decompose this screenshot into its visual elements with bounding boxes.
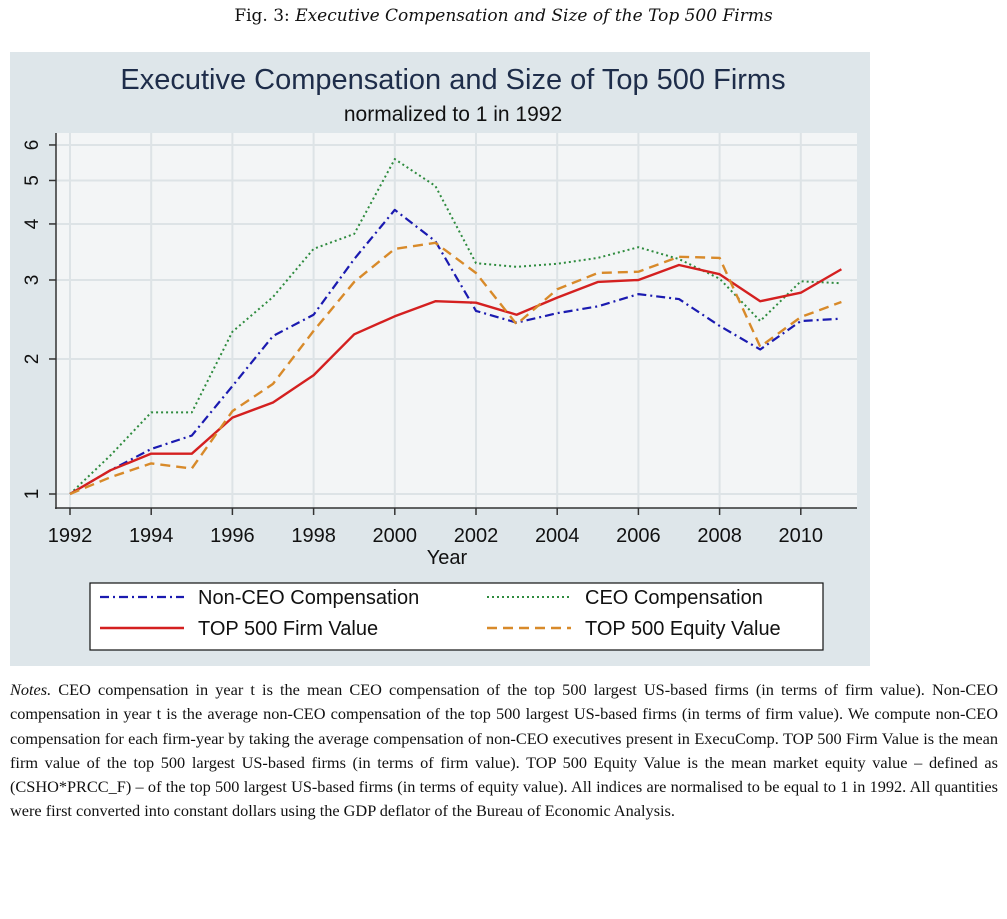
y-tick-label: 3 — [22, 275, 43, 286]
y-tick-label: 2 — [22, 354, 43, 365]
series-line-top-500-firm-value — [69, 263, 843, 496]
y-tick-label: 5 — [22, 175, 43, 186]
legend-label: CEO Compensation — [585, 587, 763, 609]
series-line-ceo-compensation — [69, 158, 842, 495]
y-tick-label: 1 — [22, 489, 43, 500]
chart-title: Executive Compensation and Size of Top 5… — [120, 64, 785, 96]
x-tick-label: 1996 — [210, 525, 255, 547]
x-tick-label: 1994 — [129, 525, 174, 547]
line-chart: Executive Compensation and Size of Top 5… — [22, 64, 857, 651]
x-tick-label: 1992 — [48, 525, 93, 547]
figure-title: Executive Compensation and Size of the T… — [295, 6, 773, 26]
plot-area — [56, 133, 857, 508]
chart-panel: Executive Compensation and Size of Top 5… — [10, 52, 870, 666]
x-tick-label: 2004 — [535, 525, 580, 547]
legend-label: Non-CEO Compensation — [198, 587, 419, 609]
series-line-top-500-equity-value — [69, 241, 842, 496]
x-tick-label: 1998 — [291, 525, 336, 547]
x-tick-label: 2002 — [454, 525, 499, 547]
legend-label: TOP 500 Firm Value — [198, 618, 378, 640]
legend-label: TOP 500 Equity Value — [585, 618, 781, 640]
figure-caption: Fig. 3: Executive Compensation and Size … — [0, 6, 1007, 26]
figure-notes: Notes. CEO compensation in year t is the… — [10, 678, 998, 824]
x-tick-label: 2000 — [373, 525, 418, 547]
y-tick-label: 4 — [22, 218, 43, 229]
x-axis-label: Year — [427, 547, 468, 569]
notes-label: Notes. — [10, 680, 52, 699]
legend — [89, 582, 824, 651]
figure-number: Fig. 3: — [234, 6, 290, 26]
x-tick-label: 2010 — [779, 525, 824, 547]
x-tick-label: 2008 — [697, 525, 742, 547]
series-line-non-ceo-compensation — [69, 208, 842, 495]
y-tick-label: 6 — [22, 140, 43, 151]
notes-text: CEO compensation in year t is the mean C… — [10, 680, 998, 821]
x-tick-label: 2006 — [616, 525, 661, 547]
chart-subtitle: normalized to 1 in 1992 — [344, 103, 562, 126]
